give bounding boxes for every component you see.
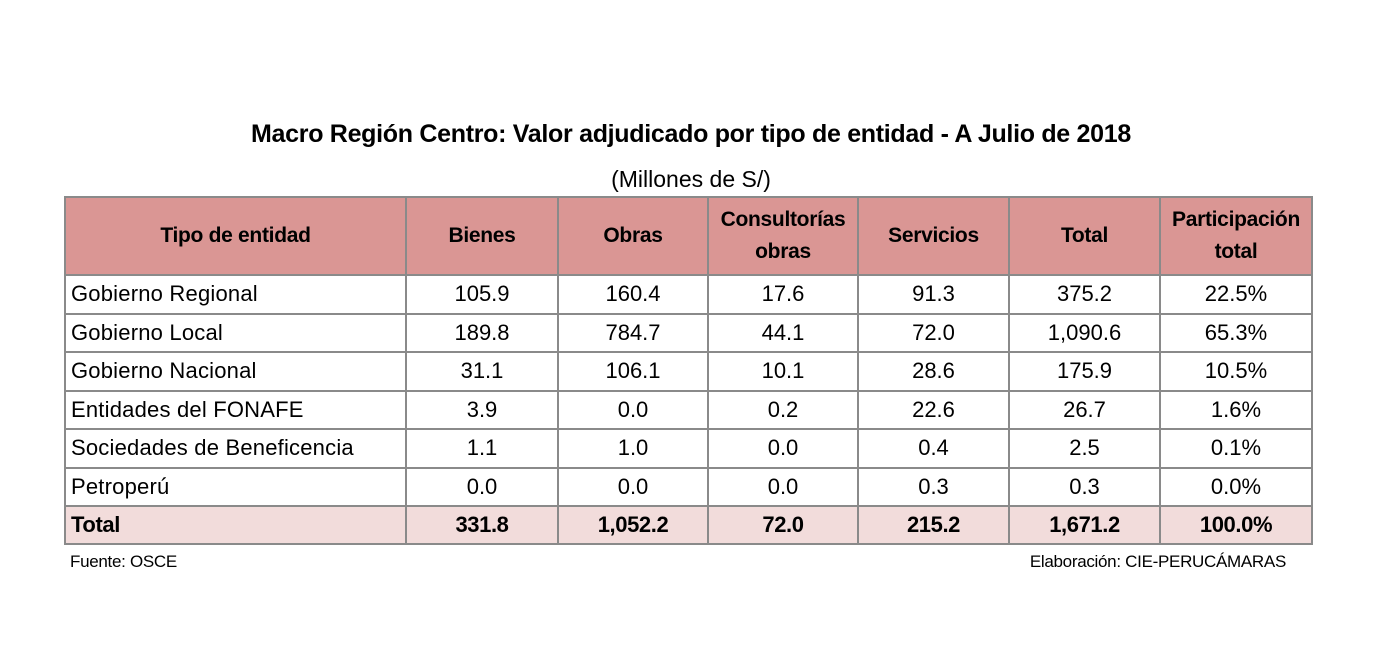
table-title: Macro Región Centro: Valor adjudicado po… xyxy=(251,120,1131,148)
total-obras-cell: 1,052.2 xyxy=(557,505,709,545)
bienes-cell: 0.0 xyxy=(405,466,559,507)
bienes-cell: 189.8 xyxy=(405,312,559,353)
entity-name-cell: Gobierno Local xyxy=(64,312,407,353)
table-row: Gobierno Local 189.8 784.7 44.1 72.0 1,0… xyxy=(64,312,1313,353)
participacion-cell: 10.5% xyxy=(1159,351,1313,392)
data-table: Tipo de entidad Bienes Obras Consultoría… xyxy=(64,196,1313,545)
obras-cell: 0.0 xyxy=(557,389,709,430)
consultorias-cell: 17.6 xyxy=(707,274,859,315)
participacion-cell: 0.0% xyxy=(1159,466,1313,507)
grand-total-cell: 1,671.2 xyxy=(1008,505,1161,545)
obras-cell: 106.1 xyxy=(557,351,709,392)
total-cell: 375.2 xyxy=(1008,274,1161,315)
servicios-cell: 0.3 xyxy=(857,466,1010,507)
obras-cell: 784.7 xyxy=(557,312,709,353)
obras-cell: 160.4 xyxy=(557,274,709,315)
bienes-cell: 31.1 xyxy=(405,351,559,392)
servicios-cell: 28.6 xyxy=(857,351,1010,392)
header-cell-obras: Obras xyxy=(557,196,709,276)
table-subtitle: (Millones de S/) xyxy=(611,166,771,192)
entity-name-cell: Sociedades de Beneficencia xyxy=(64,428,407,469)
table-row: Entidades del FONAFE 3.9 0.0 0.2 22.6 26… xyxy=(64,389,1313,430)
obras-cell: 0.0 xyxy=(557,466,709,507)
table-row: Petroperú 0.0 0.0 0.0 0.3 0.3 0.0% xyxy=(64,466,1313,507)
entity-name-cell: Entidades del FONAFE xyxy=(64,389,407,430)
total-consultorias-cell: 72.0 xyxy=(707,505,859,545)
obras-cell: 1.0 xyxy=(557,428,709,469)
servicios-cell: 22.6 xyxy=(857,389,1010,430)
servicios-cell: 72.0 xyxy=(857,312,1010,353)
total-participacion-cell: 100.0% xyxy=(1159,505,1313,545)
header-cell-total: Total xyxy=(1008,196,1161,276)
entity-name-cell: Gobierno Regional xyxy=(64,274,407,315)
total-bienes-cell: 331.8 xyxy=(405,505,559,545)
total-servicios-cell: 215.2 xyxy=(857,505,1010,545)
bienes-cell: 1.1 xyxy=(405,428,559,469)
credit-note: Elaboración: CIE-PERUCÁMARAS xyxy=(1029,552,1286,571)
entity-name-cell: Gobierno Nacional xyxy=(64,351,407,392)
total-cell: 175.9 xyxy=(1008,351,1161,392)
total-row: Total 331.8 1,052.2 72.0 215.2 1,671.2 1… xyxy=(64,505,1313,545)
header-cell-bienes: Bienes xyxy=(405,196,559,276)
participacion-cell: 1.6% xyxy=(1159,389,1313,430)
header-row: Tipo de entidad Bienes Obras Consultoría… xyxy=(64,196,1313,276)
consultorias-cell: 0.2 xyxy=(707,389,859,430)
header-cell-consultorias-obras: Consultorías obras xyxy=(707,196,859,276)
participacion-cell: 22.5% xyxy=(1159,274,1313,315)
consultorias-cell: 0.0 xyxy=(707,466,859,507)
consultorias-cell: 10.1 xyxy=(707,351,859,392)
table-row: Gobierno Regional 105.9 160.4 17.6 91.3 … xyxy=(64,274,1313,315)
consultorias-cell: 0.0 xyxy=(707,428,859,469)
consultorias-cell: 44.1 xyxy=(707,312,859,353)
participacion-cell: 0.1% xyxy=(1159,428,1313,469)
participacion-cell: 65.3% xyxy=(1159,312,1313,353)
header-cell-participacion-total: Participación total xyxy=(1159,196,1313,276)
bienes-cell: 3.9 xyxy=(405,389,559,430)
entity-name-cell: Petroperú xyxy=(64,466,407,507)
source-note: Fuente: OSCE xyxy=(70,552,177,571)
total-cell: 2.5 xyxy=(1008,428,1161,469)
total-label-cell: Total xyxy=(64,505,407,545)
bienes-cell: 105.9 xyxy=(405,274,559,315)
total-cell: 1,090.6 xyxy=(1008,312,1161,353)
total-cell: 0.3 xyxy=(1008,466,1161,507)
servicios-cell: 91.3 xyxy=(857,274,1010,315)
header-cell-servicios: Servicios xyxy=(857,196,1010,276)
servicios-cell: 0.4 xyxy=(857,428,1010,469)
total-cell: 26.7 xyxy=(1008,389,1161,430)
header-cell-tipo-de-entidad: Tipo de entidad xyxy=(64,196,407,276)
table-row: Gobierno Nacional 31.1 106.1 10.1 28.6 1… xyxy=(64,351,1313,392)
table-row: Sociedades de Beneficencia 1.1 1.0 0.0 0… xyxy=(64,428,1313,469)
